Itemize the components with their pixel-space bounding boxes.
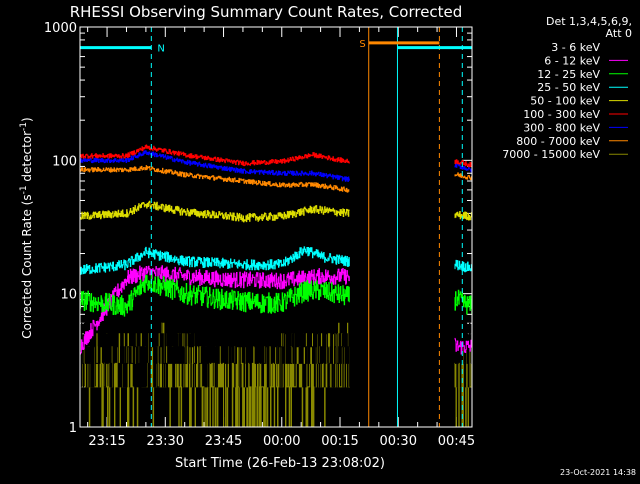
x-tick-label: 00:30 bbox=[380, 434, 417, 449]
legend-label: 100 - 300 keV bbox=[523, 108, 600, 121]
series-line bbox=[80, 144, 473, 168]
x-tick-label: 23:15 bbox=[88, 434, 125, 449]
chart-title: RHESSI Observing Summary Count Rates, Co… bbox=[70, 3, 463, 21]
legend-label: 50 - 100 keV bbox=[530, 95, 600, 108]
x-tick-label: 00:00 bbox=[263, 434, 300, 449]
legend-label: 6 - 12 keV bbox=[544, 54, 600, 67]
y-tick-label: 100 bbox=[52, 154, 77, 169]
y-axis-label: Corrected Count Rate (s-1 detector-1) bbox=[19, 117, 34, 338]
x-tick-label: 23:30 bbox=[147, 434, 184, 449]
timestamp: 23-Oct-2021 14:38 bbox=[560, 468, 636, 477]
legend-label: 25 - 50 keV bbox=[537, 81, 600, 94]
legend-header-line-1: Det 1,3,4,5,6,9, bbox=[546, 15, 632, 28]
night-flag-label: N bbox=[157, 44, 164, 55]
series-line bbox=[80, 246, 473, 275]
x-tick-label: 00:45 bbox=[438, 434, 475, 449]
saa-flag-label: S bbox=[359, 39, 365, 50]
y-tick-label: 1000 bbox=[44, 21, 77, 36]
series-line bbox=[80, 273, 473, 317]
x-axis-label: Start Time (26-Feb-13 23:08:02) bbox=[175, 456, 385, 471]
series-line bbox=[80, 200, 473, 223]
x-axis-ticks: 23:15 23:30 23:45 00:00 00:15 00:30 00:45 bbox=[87, 27, 475, 449]
y-tick-label: 10 bbox=[60, 288, 77, 303]
x-tick-label: 00:15 bbox=[321, 434, 358, 449]
y-tick-label: 1 bbox=[69, 421, 77, 436]
legend-label: 12 - 25 keV bbox=[537, 68, 600, 81]
plot-frame bbox=[79, 26, 473, 428]
legend-label: 3 - 6 keV bbox=[551, 41, 600, 54]
legend-label: 7000 - 15000 keV bbox=[502, 148, 600, 161]
legend-label: 300 - 800 keV bbox=[523, 121, 600, 134]
legend-header-line-2: Att 0 bbox=[606, 27, 632, 40]
legend-label: 800 - 7000 keV bbox=[516, 135, 600, 148]
x-tick-label: 23:45 bbox=[205, 434, 242, 449]
series-line bbox=[80, 165, 473, 193]
